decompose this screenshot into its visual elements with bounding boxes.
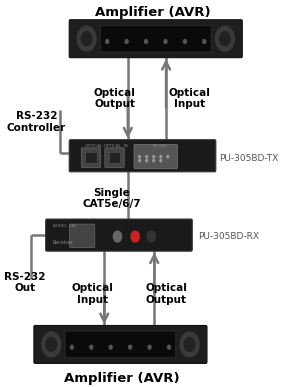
FancyBboxPatch shape — [109, 152, 120, 163]
Circle shape — [164, 39, 167, 43]
Circle shape — [160, 156, 162, 158]
Circle shape — [146, 159, 148, 162]
FancyBboxPatch shape — [70, 224, 95, 248]
Text: OPTICAL OPTICAL  IN: OPTICAL OPTICAL IN — [85, 144, 128, 149]
Circle shape — [42, 332, 61, 357]
Circle shape — [153, 156, 154, 158]
Text: Amplifier (AVR): Amplifier (AVR) — [95, 6, 211, 19]
FancyBboxPatch shape — [81, 148, 101, 168]
Circle shape — [131, 231, 139, 242]
Circle shape — [146, 156, 148, 158]
Circle shape — [113, 231, 122, 242]
Circle shape — [70, 345, 73, 349]
Circle shape — [81, 32, 92, 46]
Text: Receiver: Receiver — [53, 240, 74, 245]
Circle shape — [145, 39, 148, 43]
Circle shape — [125, 39, 128, 43]
Text: PU-305BD-TX: PU-305BD-TX — [219, 154, 278, 163]
Circle shape — [90, 345, 93, 349]
Circle shape — [183, 39, 186, 43]
Circle shape — [160, 159, 162, 162]
Text: Amplifier (AVR): Amplifier (AVR) — [64, 372, 180, 385]
Circle shape — [139, 159, 140, 162]
FancyBboxPatch shape — [85, 152, 97, 163]
Circle shape — [77, 26, 96, 51]
FancyBboxPatch shape — [46, 219, 192, 251]
Circle shape — [153, 159, 154, 162]
Circle shape — [139, 156, 140, 158]
Circle shape — [46, 337, 57, 351]
Text: Optical
Output: Optical Output — [94, 88, 136, 110]
Text: PU-305BD-RX: PU-305BD-RX — [198, 231, 260, 241]
Circle shape — [106, 39, 109, 43]
Text: AUDIO  CAT: AUDIO CAT — [53, 224, 76, 228]
Circle shape — [167, 345, 170, 349]
Circle shape — [109, 345, 112, 349]
FancyBboxPatch shape — [69, 20, 242, 58]
FancyBboxPatch shape — [69, 140, 216, 172]
Circle shape — [147, 231, 155, 242]
FancyBboxPatch shape — [100, 26, 211, 52]
Text: RS-232
Out: RS-232 Out — [4, 272, 46, 293]
FancyBboxPatch shape — [65, 331, 176, 358]
Circle shape — [167, 156, 169, 158]
Circle shape — [148, 345, 151, 349]
Circle shape — [180, 332, 199, 357]
Text: Optical
Input: Optical Input — [71, 283, 113, 305]
FancyBboxPatch shape — [105, 148, 124, 168]
Circle shape — [203, 39, 206, 43]
FancyBboxPatch shape — [134, 144, 178, 169]
Text: Optical
Output: Optical Output — [145, 283, 187, 305]
Circle shape — [129, 345, 132, 349]
Circle shape — [184, 337, 195, 351]
Circle shape — [215, 26, 234, 51]
Text: RS-232: RS-232 — [153, 144, 168, 149]
Text: Single
CAT5e/6/7: Single CAT5e/6/7 — [82, 188, 141, 209]
Circle shape — [220, 32, 230, 46]
Text: Optical
Input: Optical Input — [169, 88, 211, 110]
FancyBboxPatch shape — [34, 325, 207, 363]
Text: RS-232
Controller: RS-232 Controller — [7, 111, 66, 133]
